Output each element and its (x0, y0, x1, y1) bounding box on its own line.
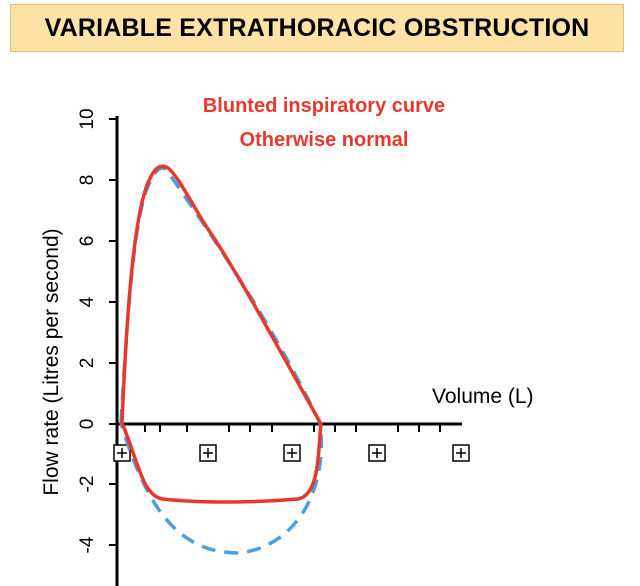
y-tick-label: 2 (77, 358, 98, 369)
x-axis-label: Volume (L) (432, 385, 534, 408)
y-tick-label: 10 (77, 108, 98, 129)
annotation-line-1: Blunted inspiratory curve (203, 95, 445, 117)
y-axis-label: Flow rate (Litres per second) (40, 228, 63, 495)
x-tick-marker-icon (199, 444, 217, 462)
x-tick-marker-icon (368, 444, 386, 462)
obstruction-loop-curve (120, 164, 323, 504)
annotation-line-2: Otherwise normal (240, 129, 409, 151)
x-tick-marker-icon (113, 444, 131, 462)
y-tick-label: -4 (77, 536, 98, 553)
y-tick-label: 4 (77, 296, 98, 307)
y-tick-label: -2 (77, 476, 98, 493)
page-title: VARIABLE EXTRATHORACIC OBSTRUCTION (44, 13, 590, 42)
title-banner: VARIABLE EXTRATHORACIC OBSTRUCTION (10, 4, 624, 52)
normal-loop-curve (119, 166, 323, 555)
y-tick-marks (109, 118, 117, 546)
x-tick-marker-icon (283, 444, 301, 462)
x-tick-marks (144, 424, 441, 432)
y-tick-label: 8 (77, 175, 98, 186)
y-tick-label: 0 (77, 419, 98, 430)
y-tick-label: 6 (77, 236, 98, 247)
x-tick-marker-group (113, 444, 470, 462)
x-tick-marker-icon (452, 444, 470, 462)
